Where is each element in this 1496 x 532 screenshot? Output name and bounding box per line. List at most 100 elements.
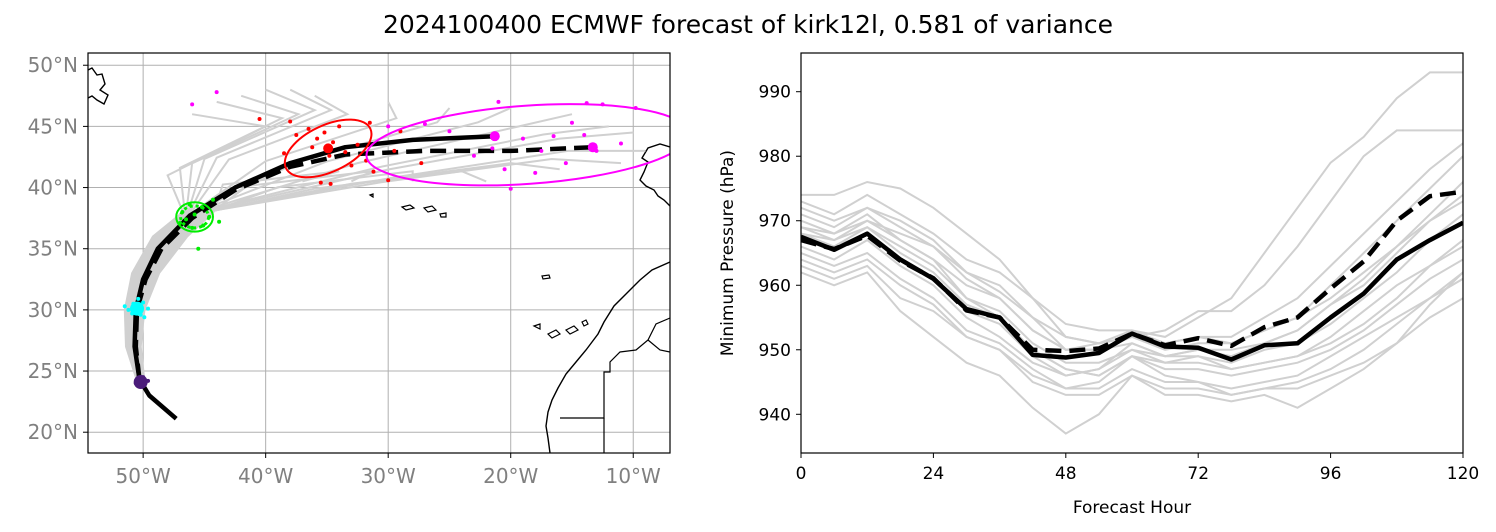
day3-spread-ellipse bbox=[175, 201, 214, 233]
pressure-y-tick-label: 970 bbox=[759, 212, 791, 232]
map-y-tick-label: 45°N bbox=[28, 114, 78, 138]
day3-ensemble-point bbox=[217, 219, 222, 224]
pressure-x-tick-label: 48 bbox=[1055, 464, 1077, 484]
map-x-tick-label: 30°W bbox=[361, 464, 416, 488]
day5-ensemble-point bbox=[386, 124, 391, 129]
day5-ensemble-point bbox=[447, 129, 452, 134]
canary-island-3 bbox=[564, 325, 580, 335]
map-tick-labels: 50°W 40°W 30°W 20°W 10°W 20°N 25°N 30°N 35°N 40°N… bbox=[28, 53, 661, 488]
day4-ensemble-point bbox=[419, 161, 424, 166]
day4-spread-ellipse bbox=[283, 118, 373, 179]
day5-ensemble-point bbox=[496, 99, 501, 104]
ensemble-track bbox=[136, 162, 560, 381]
day4-ensemble-point bbox=[282, 151, 287, 156]
day5-ensemble-point bbox=[520, 136, 525, 141]
day5-ensemble-point bbox=[569, 120, 574, 125]
pressure-y-tick-label: 980 bbox=[759, 147, 791, 167]
main-pressure-lines bbox=[801, 189, 1463, 362]
ensemble-track bbox=[139, 170, 340, 381]
ensemble-tracks bbox=[123, 88, 646, 382]
madeira-island bbox=[541, 274, 551, 280]
border-morocco bbox=[560, 317, 670, 419]
ensemble-mean-end-marker bbox=[587, 142, 598, 153]
border-mauritania bbox=[647, 339, 670, 353]
day4-ensemble-point bbox=[322, 130, 327, 135]
day3-ensemble-point bbox=[184, 217, 189, 222]
x-axis-label: Forecast Hour bbox=[1073, 498, 1191, 518]
day3-ensemble-point bbox=[192, 212, 197, 217]
day1-center-marker bbox=[133, 375, 148, 390]
ensemble-pressure-line bbox=[801, 271, 1463, 435]
ensemble-track bbox=[134, 149, 646, 381]
track-map-panel: 50°W 40°W 30°W 20°W 10°W 20°N 25°N 30°N 35°N 40°N… bbox=[28, 52, 671, 488]
map-y-tick-label: 30°N bbox=[28, 298, 78, 322]
ensemble-pressure-line bbox=[801, 225, 1463, 377]
ensemble-pressure-line bbox=[801, 142, 1463, 345]
day5-ensemble-point bbox=[582, 132, 587, 137]
pressure-y-tick-label: 990 bbox=[759, 83, 791, 103]
day4-ensemble-point bbox=[310, 145, 315, 150]
pressure-x-tick-label: 0 bbox=[796, 464, 807, 484]
day4-ensemble-point bbox=[306, 126, 311, 131]
pressure-y-tick-label: 940 bbox=[759, 405, 791, 425]
map-x-tick-label: 50°W bbox=[116, 464, 171, 488]
coastline-africa bbox=[545, 261, 670, 453]
pressure-frame bbox=[800, 52, 1464, 454]
map-y-tick-label: 35°N bbox=[28, 237, 78, 261]
main-tracks bbox=[132, 133, 593, 421]
azores-island-2 bbox=[422, 205, 438, 213]
day5-ensemble-point bbox=[490, 146, 495, 151]
day4-ensemble-point bbox=[392, 148, 397, 153]
ensemble-pressure-line bbox=[801, 226, 1463, 377]
deterministic-end-marker bbox=[489, 131, 500, 142]
day4-ensemble-point bbox=[386, 178, 391, 183]
pressure-y-tick-label: 960 bbox=[759, 276, 791, 296]
day4-ensemble-point bbox=[327, 153, 332, 158]
day5-ensemble-point bbox=[551, 134, 556, 139]
day5-ensemble-point bbox=[563, 161, 568, 166]
pressure-tick-labels: 0 24 48 72 96 120 940 950 960 970 980 990 bbox=[759, 83, 1480, 484]
day4-ensemble-point bbox=[343, 150, 348, 155]
map-y-tick-label: 50°N bbox=[28, 53, 78, 77]
day4-ensemble-point bbox=[371, 169, 376, 174]
deterministic-pressure-line bbox=[801, 220, 1463, 362]
day-markers bbox=[122, 90, 670, 390]
azores-island-1 bbox=[400, 204, 416, 211]
day2-ensemble-point bbox=[141, 300, 146, 305]
day2-ensemble-point bbox=[122, 304, 127, 309]
azores-island-3 bbox=[439, 212, 447, 218]
ensemble-pressure-line bbox=[801, 251, 1463, 390]
day4-ensemble-point bbox=[315, 136, 320, 141]
map-x-tick-label: 10°W bbox=[606, 464, 661, 488]
ensemble-mean-pressure-line bbox=[801, 189, 1463, 354]
ensemble-pressure-line bbox=[801, 258, 1463, 396]
map-x-tick-label: 40°W bbox=[238, 464, 293, 488]
day5-ensemble-point bbox=[502, 167, 507, 172]
day2-center-marker bbox=[130, 301, 145, 316]
canary-island-1 bbox=[532, 323, 541, 330]
day5-ensemble-point bbox=[618, 141, 623, 146]
pressure-x-tick-label: 72 bbox=[1187, 464, 1209, 484]
day4-ensemble-point bbox=[355, 142, 360, 147]
coastlines bbox=[88, 67, 670, 453]
day2-ensemble-point bbox=[126, 307, 131, 312]
day2-ensemble-point bbox=[142, 315, 147, 320]
coastline-iberia bbox=[639, 143, 670, 207]
canary-island-4 bbox=[581, 319, 589, 327]
day4-ensemble-point bbox=[288, 119, 293, 124]
pressure-chart-panel: 0 24 48 72 96 120 940 950 960 970 980 990 Forecast … bbox=[718, 52, 1480, 518]
day4-ensemble-point bbox=[328, 181, 333, 186]
ensemble-pressure-line bbox=[801, 200, 1463, 351]
map-frame bbox=[87, 52, 671, 454]
day4-ensemble-point bbox=[349, 163, 354, 168]
figure-title: 2024100400 ECMWF forecast of kirk12l, 0.… bbox=[383, 10, 1113, 39]
day5-ensemble-point bbox=[214, 90, 219, 95]
day3-cluster-ring bbox=[179, 204, 211, 230]
day5-ensemble-point bbox=[539, 148, 544, 153]
day5-ensemble-point bbox=[508, 186, 513, 191]
day4-ensemble-point bbox=[257, 117, 262, 122]
map-gridlines bbox=[88, 53, 670, 453]
ensemble-pressure-lines bbox=[801, 71, 1463, 435]
day2-ensemble-point bbox=[136, 296, 141, 301]
canary-island-2 bbox=[546, 329, 562, 339]
